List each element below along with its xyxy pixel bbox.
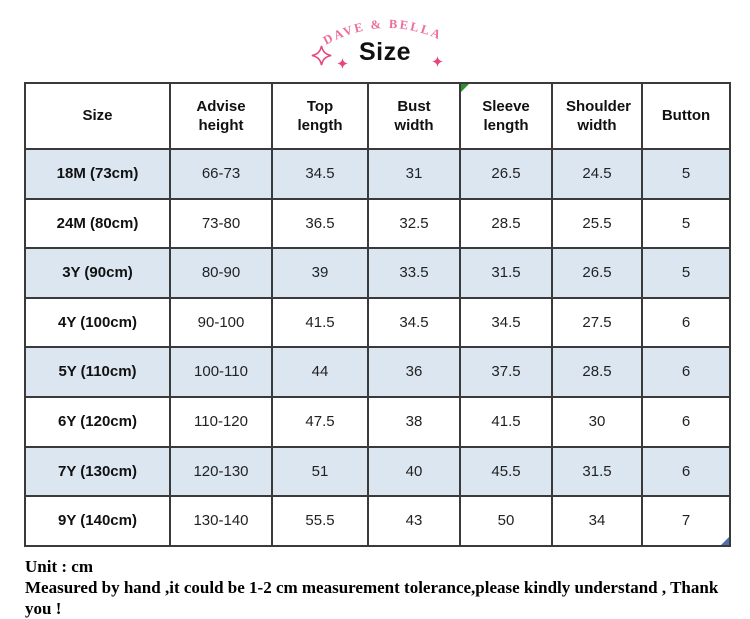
table-cell: 30 bbox=[551, 395, 643, 448]
table-cell: 26.5 bbox=[459, 148, 553, 200]
blue-corner-flag-icon bbox=[721, 536, 729, 545]
table-cell: 37.5 bbox=[459, 346, 553, 398]
table-cell: 32.5 bbox=[367, 197, 461, 250]
table-cell: 34.5 bbox=[271, 148, 369, 200]
table-cell: 47.5 bbox=[271, 395, 369, 448]
sparkle-star-outline-icon bbox=[311, 45, 332, 66]
column-header-top-length: Top length bbox=[271, 82, 369, 150]
table-cell: 55.5 bbox=[271, 495, 369, 547]
table-cell: 130-140 bbox=[169, 495, 273, 547]
tolerance-note: Measured by hand ,it could be 1-2 cm mea… bbox=[25, 578, 719, 618]
table-cell: 100-110 bbox=[169, 346, 273, 398]
sparkle-star-right-icon bbox=[432, 56, 443, 67]
table-cell: 6 bbox=[641, 346, 731, 398]
table-cell: 5 bbox=[641, 148, 731, 200]
table-cell: 4Y (100cm) bbox=[24, 296, 171, 349]
table-cell: 7 bbox=[641, 495, 731, 547]
table-cell: 66-73 bbox=[169, 148, 273, 200]
green-corner-flag-icon bbox=[461, 84, 469, 92]
table-cell: 31 bbox=[367, 148, 461, 200]
table-cell: 34 bbox=[551, 495, 643, 547]
table-row-5y: 5Y (110cm) 100-110 44 36 37.5 28.5 6 bbox=[24, 346, 731, 398]
table-cell: 45.5 bbox=[459, 445, 553, 498]
table-row-3y: 3Y (90cm) 80-90 39 33.5 31.5 26.5 5 bbox=[24, 247, 731, 299]
table-cell: 5 bbox=[641, 197, 731, 250]
table-row-7y: 7Y (130cm) 120-130 51 40 45.5 31.5 6 bbox=[24, 445, 731, 498]
footer-notes: Unit : cm Measured by hand ,it could be … bbox=[25, 556, 740, 619]
table-cell: 51 bbox=[271, 445, 369, 498]
table-cell: 27.5 bbox=[551, 296, 643, 349]
column-header-sleeve-length-label: Sleeve length bbox=[482, 97, 530, 135]
table-cell: 7Y (130cm) bbox=[24, 445, 171, 498]
column-header-size: Size bbox=[24, 82, 171, 150]
column-header-bust-width: Bust width bbox=[367, 82, 461, 150]
table-cell: 90-100 bbox=[169, 296, 273, 349]
table-cell-value: 7 bbox=[681, 512, 691, 530]
table-cell: 73-80 bbox=[169, 197, 273, 250]
table-cell: 34.5 bbox=[367, 296, 461, 349]
table-cell: 26.5 bbox=[551, 247, 643, 299]
table-cell: 6 bbox=[641, 296, 731, 349]
column-header-button: Button bbox=[641, 82, 731, 150]
table-cell: 33.5 bbox=[367, 247, 461, 299]
table-row-18m: 18M (73cm) 66-73 34.5 31 26.5 24.5 5 bbox=[24, 148, 731, 200]
table-cell: 5Y (110cm) bbox=[24, 346, 171, 398]
table-cell: 28.5 bbox=[459, 197, 553, 250]
table-cell: 9Y (140cm) bbox=[24, 495, 171, 547]
table-cell: 39 bbox=[271, 247, 369, 299]
page-title: Size bbox=[358, 38, 412, 66]
table-cell: 5 bbox=[641, 247, 731, 299]
column-header-sleeve-length: Sleeve length bbox=[459, 82, 553, 150]
table-cell: 43 bbox=[367, 495, 461, 547]
table-cell: 31.5 bbox=[459, 247, 553, 299]
table-cell: 34.5 bbox=[459, 296, 553, 349]
table-cell: 31.5 bbox=[551, 445, 643, 498]
brand-logo-arc: DAVE & BELLA bbox=[321, 17, 443, 48]
size-chart-table: Size Advise height Top length Bust width… bbox=[24, 82, 731, 547]
column-header-advise-height: Advise height bbox=[169, 82, 273, 150]
table-cell: 6 bbox=[641, 395, 731, 448]
table-cell: 3Y (90cm) bbox=[24, 247, 171, 299]
table-cell: 40 bbox=[367, 445, 461, 498]
table-cell: 24M (80cm) bbox=[24, 197, 171, 250]
unit-note: Unit : cm bbox=[25, 557, 93, 576]
table-cell: 120-130 bbox=[169, 445, 273, 498]
table-cell: 38 bbox=[367, 395, 461, 448]
table-cell: 28.5 bbox=[551, 346, 643, 398]
table-cell: 110-120 bbox=[169, 395, 273, 448]
table-header-row: Size Advise height Top length Bust width… bbox=[24, 82, 731, 150]
table-cell: 36 bbox=[367, 346, 461, 398]
table-cell: 24.5 bbox=[551, 148, 643, 200]
table-cell: 18M (73cm) bbox=[24, 148, 171, 200]
table-cell: 25.5 bbox=[551, 197, 643, 250]
table-row-9y: 9Y (140cm) 130-140 55.5 43 50 34 7 bbox=[24, 495, 731, 547]
table-row-4y: 4Y (100cm) 90-100 41.5 34.5 34.5 27.5 6 bbox=[24, 296, 731, 349]
table-cell: 50 bbox=[459, 495, 553, 547]
table-cell: 6Y (120cm) bbox=[24, 395, 171, 448]
table-cell: 6 bbox=[641, 445, 731, 498]
table-cell: 36.5 bbox=[271, 197, 369, 250]
sparkle-star-small-icon bbox=[337, 58, 348, 69]
table-cell: 41.5 bbox=[271, 296, 369, 349]
table-cell: 41.5 bbox=[459, 395, 553, 448]
table-row-6y: 6Y (120cm) 110-120 47.5 38 41.5 30 6 bbox=[24, 395, 731, 448]
table-row-24m: 24M (80cm) 73-80 36.5 32.5 28.5 25.5 5 bbox=[24, 197, 731, 250]
table-cell: 44 bbox=[271, 346, 369, 398]
table-cell: 80-90 bbox=[169, 247, 273, 299]
column-header-shoulder-width: Shoulder width bbox=[551, 82, 643, 150]
